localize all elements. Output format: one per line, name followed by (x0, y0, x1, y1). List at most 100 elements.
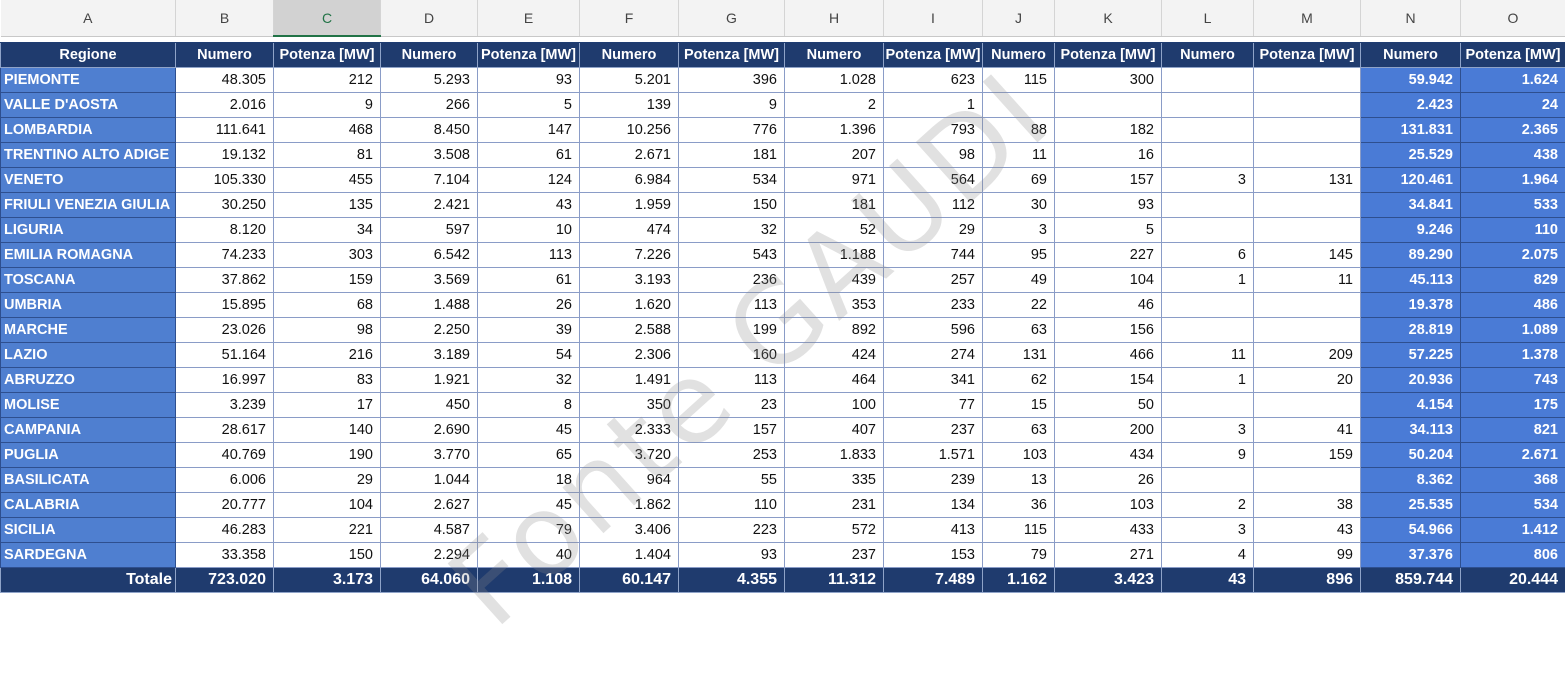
numero-cell[interactable] (1162, 192, 1254, 217)
totals-cell[interactable]: 43 (1162, 567, 1254, 592)
potenza-cell[interactable]: 455 (274, 167, 381, 192)
potenza-cell[interactable]: 534 (679, 167, 785, 192)
potenza-cell[interactable]: 466 (1055, 342, 1162, 367)
numero-cell[interactable]: 1.862 (580, 492, 679, 517)
numero-cell[interactable]: 1.959 (580, 192, 679, 217)
numero-cell[interactable]: 6.542 (381, 242, 478, 267)
potenza-cell[interactable]: 83 (274, 367, 381, 392)
numero-cell[interactable]: 4.587 (381, 517, 478, 542)
header-numero[interactable]: Numero (983, 42, 1055, 67)
potenza-cell[interactable]: 45 (478, 492, 580, 517)
header-potenza[interactable]: Potenza [MW] (679, 42, 785, 67)
potenza-cell[interactable]: 147 (478, 117, 580, 142)
potenza-cell[interactable]: 112 (884, 192, 983, 217)
header-potenza[interactable]: Potenza [MW] (1461, 42, 1565, 67)
total-numero-cell[interactable]: 59.942 (1361, 67, 1461, 92)
potenza-cell[interactable] (1254, 67, 1361, 92)
numero-cell[interactable]: 2.306 (580, 342, 679, 367)
potenza-cell[interactable]: 300 (1055, 67, 1162, 92)
numero-cell[interactable]: 115 (983, 517, 1055, 542)
numero-cell[interactable]: 6.006 (176, 467, 274, 492)
numero-cell[interactable]: 15 (983, 392, 1055, 417)
potenza-cell[interactable]: 103 (1055, 492, 1162, 517)
header-numero[interactable]: Numero (1162, 42, 1254, 67)
potenza-cell[interactable]: 150 (679, 192, 785, 217)
potenza-cell[interactable]: 223 (679, 517, 785, 542)
numero-cell[interactable]: 139 (580, 92, 679, 117)
potenza-cell[interactable]: 61 (478, 142, 580, 167)
potenza-cell[interactable]: 233 (884, 292, 983, 317)
column-header-j[interactable]: J (983, 0, 1055, 36)
numero-cell[interactable]: 450 (381, 392, 478, 417)
potenza-cell[interactable]: 17 (274, 392, 381, 417)
region-cell[interactable]: FRIULI VENEZIA GIULIA (1, 192, 176, 217)
numero-cell[interactable]: 37.862 (176, 267, 274, 292)
numero-cell[interactable] (1162, 217, 1254, 242)
total-potenza-cell[interactable]: 806 (1461, 542, 1565, 567)
potenza-cell[interactable]: 29 (884, 217, 983, 242)
total-numero-cell[interactable]: 54.966 (1361, 517, 1461, 542)
potenza-cell[interactable]: 160 (679, 342, 785, 367)
potenza-cell[interactable]: 55 (679, 467, 785, 492)
potenza-cell[interactable]: 543 (679, 242, 785, 267)
region-cell[interactable]: BASILICATA (1, 467, 176, 492)
numero-cell[interactable]: 1 (1162, 267, 1254, 292)
totals-cell[interactable]: 4.355 (679, 567, 785, 592)
potenza-cell[interactable]: 396 (679, 67, 785, 92)
potenza-cell[interactable]: 32 (679, 217, 785, 242)
potenza-cell[interactable]: 182 (1055, 117, 1162, 142)
potenza-cell[interactable] (1254, 142, 1361, 167)
total-potenza-cell[interactable]: 438 (1461, 142, 1565, 167)
numero-cell[interactable]: 237 (785, 542, 884, 567)
potenza-cell[interactable]: 623 (884, 67, 983, 92)
numero-cell[interactable]: 350 (580, 392, 679, 417)
potenza-cell[interactable]: 16 (1055, 142, 1162, 167)
column-header-a[interactable]: A (1, 0, 176, 36)
potenza-cell[interactable]: 104 (274, 492, 381, 517)
total-numero-cell[interactable]: 2.423 (1361, 92, 1461, 117)
potenza-cell[interactable]: 199 (679, 317, 785, 342)
totals-cell[interactable]: 896 (1254, 567, 1361, 592)
total-numero-cell[interactable]: 19.378 (1361, 292, 1461, 317)
potenza-cell[interactable]: 113 (679, 292, 785, 317)
column-header-m[interactable]: M (1254, 0, 1361, 36)
header-potenza[interactable]: Potenza [MW] (478, 42, 580, 67)
numero-cell[interactable]: 971 (785, 167, 884, 192)
potenza-cell[interactable]: 98 (274, 317, 381, 342)
total-potenza-cell[interactable]: 1.089 (1461, 317, 1565, 342)
total-numero-cell[interactable]: 37.376 (1361, 542, 1461, 567)
potenza-cell[interactable]: 77 (884, 392, 983, 417)
potenza-cell[interactable]: 134 (884, 492, 983, 517)
numero-cell[interactable]: 3.569 (381, 267, 478, 292)
numero-cell[interactable]: 19.132 (176, 142, 274, 167)
numero-cell[interactable]: 5.201 (580, 67, 679, 92)
potenza-cell[interactable]: 20 (1254, 367, 1361, 392)
potenza-cell[interactable]: 43 (1254, 517, 1361, 542)
potenza-cell[interactable]: 239 (884, 467, 983, 492)
potenza-cell[interactable]: 140 (274, 417, 381, 442)
total-numero-cell[interactable]: 20.936 (1361, 367, 1461, 392)
column-header-l[interactable]: L (1162, 0, 1254, 36)
totals-cell[interactable]: 64.060 (381, 567, 478, 592)
total-potenza-cell[interactable]: 486 (1461, 292, 1565, 317)
numero-cell[interactable]: 22 (983, 292, 1055, 317)
numero-cell[interactable]: 181 (785, 192, 884, 217)
column-header-e[interactable]: E (478, 0, 580, 36)
potenza-cell[interactable]: 157 (679, 417, 785, 442)
numero-cell[interactable]: 2.016 (176, 92, 274, 117)
region-cell[interactable]: VALLE D'AOSTA (1, 92, 176, 117)
total-numero-cell[interactable]: 50.204 (1361, 442, 1461, 467)
region-cell[interactable]: TRENTINO ALTO ADIGE (1, 142, 176, 167)
numero-cell[interactable]: 16.997 (176, 367, 274, 392)
potenza-cell[interactable]: 341 (884, 367, 983, 392)
total-potenza-cell[interactable]: 110 (1461, 217, 1565, 242)
numero-cell[interactable]: 131 (983, 342, 1055, 367)
numero-cell[interactable]: 1.491 (580, 367, 679, 392)
region-cell[interactable]: SICILIA (1, 517, 176, 542)
numero-cell[interactable]: 88 (983, 117, 1055, 142)
potenza-cell[interactable]: 23 (679, 392, 785, 417)
numero-cell[interactable]: 474 (580, 217, 679, 242)
numero-cell[interactable] (1162, 392, 1254, 417)
numero-cell[interactable]: 63 (983, 417, 1055, 442)
potenza-cell[interactable] (1254, 317, 1361, 342)
